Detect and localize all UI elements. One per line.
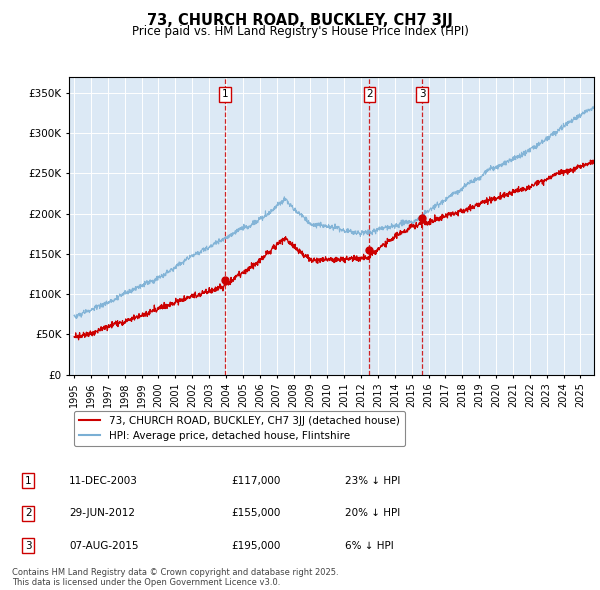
Text: £155,000: £155,000 bbox=[231, 509, 280, 518]
Text: 73, CHURCH ROAD, BUCKLEY, CH7 3JJ: 73, CHURCH ROAD, BUCKLEY, CH7 3JJ bbox=[147, 13, 453, 28]
Text: 23% ↓ HPI: 23% ↓ HPI bbox=[345, 476, 400, 486]
Text: 1: 1 bbox=[25, 476, 32, 486]
Text: 20% ↓ HPI: 20% ↓ HPI bbox=[345, 509, 400, 518]
Text: 2: 2 bbox=[366, 90, 373, 100]
Text: 07-AUG-2015: 07-AUG-2015 bbox=[69, 541, 139, 550]
Text: 6% ↓ HPI: 6% ↓ HPI bbox=[345, 541, 394, 550]
Text: Contains HM Land Registry data © Crown copyright and database right 2025.
This d: Contains HM Land Registry data © Crown c… bbox=[12, 568, 338, 587]
Text: 1: 1 bbox=[222, 90, 229, 100]
Legend: 73, CHURCH ROAD, BUCKLEY, CH7 3JJ (detached house), HPI: Average price, detached: 73, CHURCH ROAD, BUCKLEY, CH7 3JJ (detac… bbox=[74, 411, 404, 446]
Text: £117,000: £117,000 bbox=[231, 476, 280, 486]
Text: 2: 2 bbox=[25, 509, 32, 518]
Text: 3: 3 bbox=[25, 541, 32, 550]
Text: Price paid vs. HM Land Registry's House Price Index (HPI): Price paid vs. HM Land Registry's House … bbox=[131, 25, 469, 38]
Text: £195,000: £195,000 bbox=[231, 541, 280, 550]
Text: 11-DEC-2003: 11-DEC-2003 bbox=[69, 476, 138, 486]
Text: 29-JUN-2012: 29-JUN-2012 bbox=[69, 509, 135, 518]
Text: 3: 3 bbox=[419, 90, 425, 100]
